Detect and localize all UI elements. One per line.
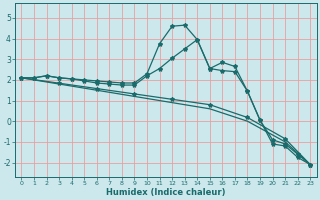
X-axis label: Humidex (Indice chaleur): Humidex (Indice chaleur) <box>106 188 226 197</box>
